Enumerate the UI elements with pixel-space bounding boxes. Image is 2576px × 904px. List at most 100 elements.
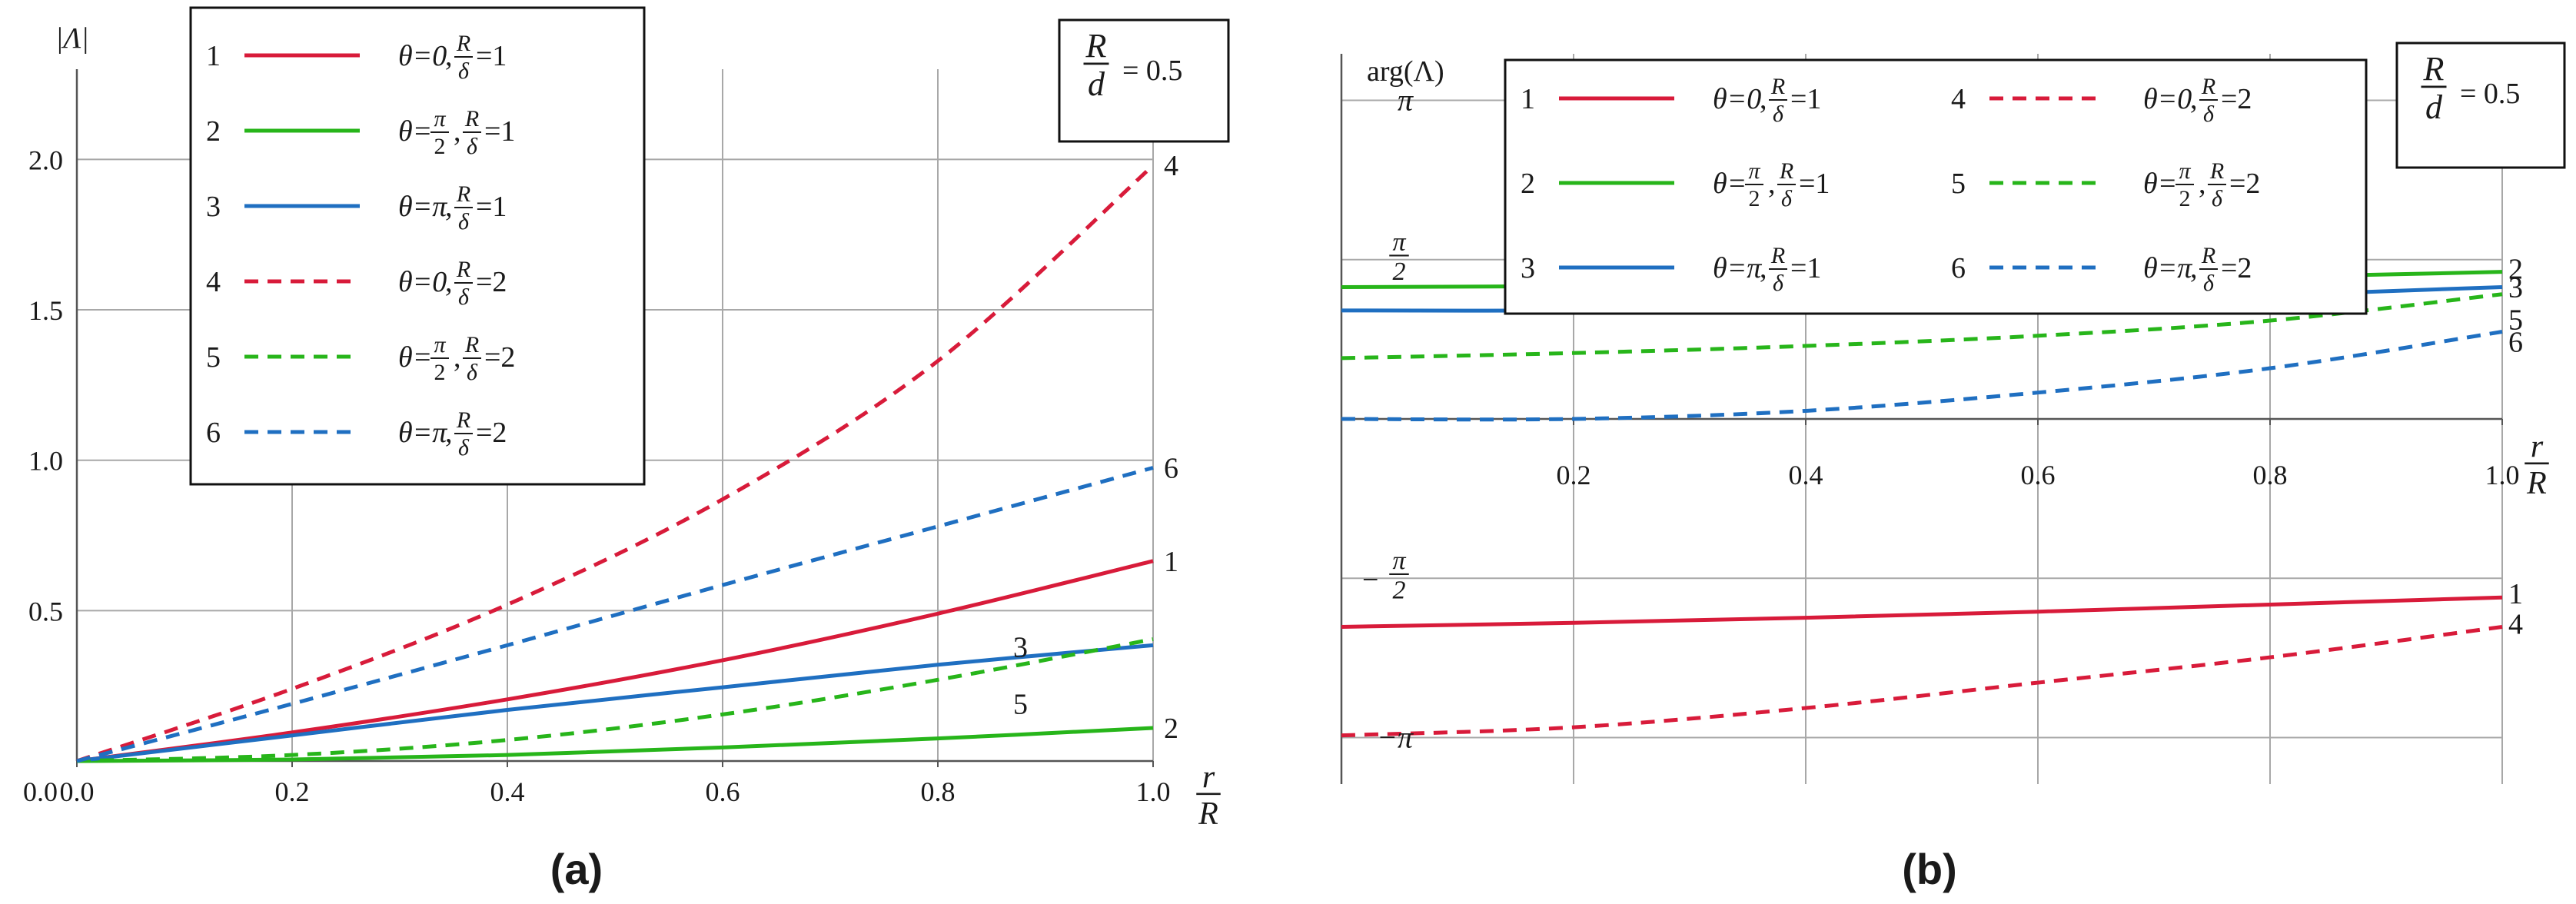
- legend-ratio-value: =1: [1799, 168, 1830, 200]
- legend-item-3: 3 θ=π, Rδ =1: [1521, 243, 1821, 296]
- legend-ratio-num: R: [464, 106, 479, 131]
- legend-ratio-num: R: [456, 181, 470, 207]
- legend-number: 5: [1951, 168, 1966, 200]
- legend-theta: θ=π: [1713, 252, 1762, 284]
- parameter-box-frame: [2395, 42, 2566, 169]
- curve-label-1: 1: [1164, 546, 1178, 578]
- legend-item-2: 2 θ= π2, Rδ =1: [206, 106, 515, 159]
- y-tick-label-minus-half-pi-numerator: π: [1392, 547, 1406, 575]
- legend-ratio-fraction: Rδ: [2199, 243, 2218, 296]
- legend-theta: θ=: [398, 341, 432, 374]
- legend-item-6: 6 θ=π, Rδ =2: [1951, 243, 2252, 296]
- legend-ratio-den: δ: [1781, 186, 1793, 211]
- legend-comma: ,: [454, 115, 461, 148]
- legend-ratio-fraction: Rδ: [463, 106, 481, 159]
- curve-label-6: 6: [1164, 452, 1178, 484]
- legend-number: 4: [1951, 83, 1966, 115]
- parameter-fraction-denominator: d: [1088, 65, 1105, 103]
- legend-theta: θ=: [1713, 168, 1747, 200]
- legend-theta: θ=0: [398, 40, 447, 72]
- legend-ratio-value: =2: [484, 341, 515, 374]
- series-line-6: [1341, 330, 2503, 422]
- legend-theta-num: π: [434, 106, 446, 131]
- series-line-6: [76, 466, 1154, 763]
- curve-label-3: 3: [1013, 631, 1028, 663]
- legend-ratio-den: δ: [2212, 186, 2223, 211]
- x-axis-label: rR: [1196, 759, 1221, 832]
- legend-ratio-den: δ: [458, 58, 470, 84]
- y-tick-label-half-pi: π2: [1389, 228, 1409, 286]
- parameter-value: = 0.5: [1122, 55, 1182, 87]
- legend-ratio-den: δ: [458, 435, 470, 460]
- legend-ratio-fraction: Rδ: [454, 31, 473, 84]
- legend-number: 1: [1521, 83, 1535, 115]
- legend-item-3: 3 θ=π, Rδ =1: [206, 181, 507, 234]
- y-tick-label: 0.5: [28, 596, 63, 626]
- y-tick-label: 1.0: [28, 446, 63, 477]
- curve-label-1: 1: [2508, 578, 2523, 610]
- legend-theta-fraction: π2: [430, 106, 449, 159]
- legend-item-2: 2 θ= π2, Rδ =1: [1521, 158, 1830, 211]
- legend-ratio-den: δ: [1773, 271, 1784, 296]
- legend-number: 1: [206, 40, 221, 72]
- legend-ratio-den: δ: [2203, 271, 2215, 296]
- legend-comma: ,: [2199, 168, 2206, 200]
- legend-ratio-num: R: [2209, 158, 2224, 184]
- curve-label-6: 6: [2508, 327, 2523, 359]
- legend-number: 6: [206, 417, 221, 449]
- legend-ratio-den: δ: [1773, 101, 1784, 127]
- legend-ratio-num: R: [456, 407, 470, 433]
- legend-comma: ,: [445, 40, 453, 72]
- parameter-fraction-denominator: d: [2425, 88, 2443, 126]
- legend-number: 3: [206, 191, 221, 223]
- legend-ratio-value: =1: [484, 115, 515, 148]
- legend-ratio-value: =1: [1790, 252, 1821, 284]
- legend-item-4: 4 θ=0, Rδ =2: [206, 257, 507, 310]
- legend-ratio-den: δ: [467, 360, 478, 385]
- x-tick-label: 0.6: [2021, 460, 2056, 490]
- legend-ratio-num: R: [456, 257, 470, 282]
- y-axis-label: |Λ|: [55, 22, 89, 55]
- curve-label-4: 4: [2508, 609, 2523, 641]
- parameter-value: = 0.5: [2460, 78, 2520, 110]
- series-line-5: [76, 637, 1154, 763]
- curve-label-2: 2: [1164, 713, 1178, 745]
- legend-theta-den: 2: [1749, 186, 1760, 211]
- legend-comma: ,: [2190, 252, 2198, 284]
- curve-label-2: 2: [2508, 254, 2523, 286]
- x-tick-label: 0.2: [275, 776, 310, 807]
- legend-ratio-value: =2: [476, 417, 507, 449]
- legend-theta-den: 2: [2179, 186, 2191, 211]
- y-tick-label-minus: −: [1362, 563, 1378, 596]
- x-axis-label-numerator: r: [1202, 759, 1215, 795]
- legend-theta: θ=0: [1713, 83, 1761, 115]
- legend-theta-fraction: π2: [2175, 158, 2194, 211]
- legend-theta: θ=: [2143, 168, 2177, 200]
- x-tick-label: 0.2: [1557, 460, 1591, 490]
- legend-ratio-num: R: [464, 332, 479, 357]
- y-tick-label: −π: [1377, 720, 1414, 755]
- x-tick-label: 0.4: [1789, 460, 1823, 490]
- x-tick-label: 0.0: [60, 776, 95, 807]
- legend-item-1: 1 θ=0, Rδ =1: [1521, 74, 1821, 127]
- legend-ratio-fraction: Rδ: [1777, 158, 1796, 211]
- y-tick-label: 2.0: [28, 145, 63, 175]
- x-axis-label-denominator: R: [1198, 796, 1218, 832]
- legend-theta: θ=0: [2143, 83, 2192, 115]
- series-line-1: [1341, 595, 2503, 629]
- legend-ratio-value: =2: [2221, 83, 2252, 115]
- legend-ratio-fraction: Rδ: [454, 257, 473, 310]
- panel-label: (b): [1902, 845, 1957, 893]
- legend-ratio-num: R: [1770, 74, 1785, 99]
- legend-theta: θ=π: [398, 417, 447, 449]
- legend-comma: ,: [445, 266, 453, 298]
- legend-ratio-fraction: Rδ: [2199, 74, 2218, 127]
- x-tick-label: 0.6: [706, 776, 740, 807]
- legend-number: 2: [1521, 168, 1535, 200]
- legend-theta: θ=0: [398, 266, 447, 298]
- x-axis-label-denominator: R: [2526, 466, 2547, 501]
- legend-theta: θ=π: [398, 191, 447, 223]
- parameter-fraction-numerator: R: [2423, 50, 2445, 88]
